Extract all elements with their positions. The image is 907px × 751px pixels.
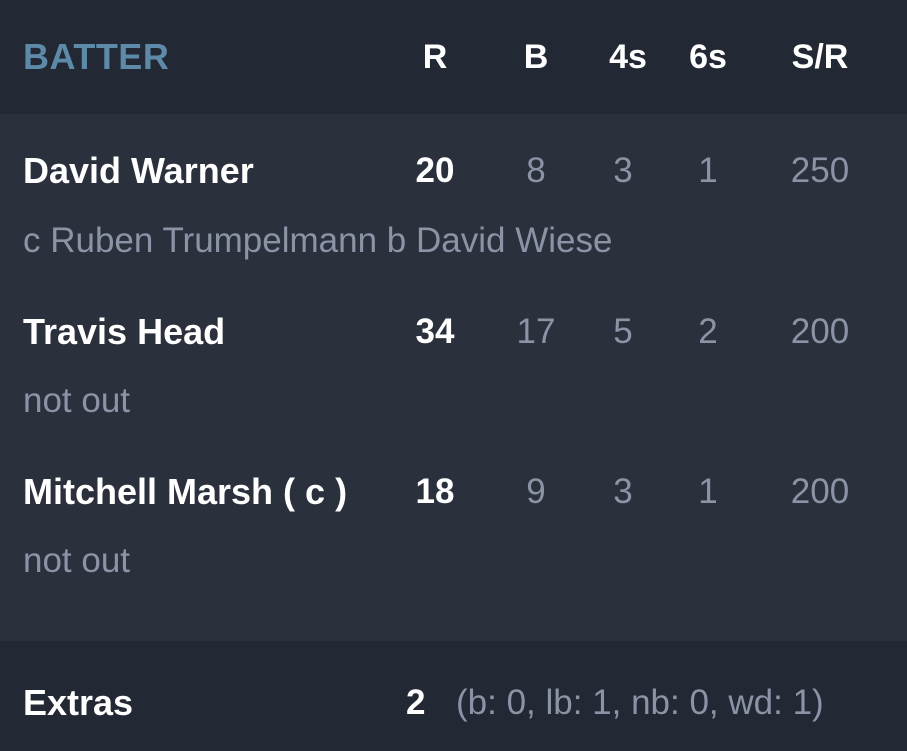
batter-dismissal: not out bbox=[23, 541, 131, 580]
batter-name[interactable]: Travis Head bbox=[23, 311, 226, 352]
batter-balls: 8 bbox=[526, 151, 546, 190]
batter-fours: 3 bbox=[613, 151, 633, 190]
batter-name[interactable]: Mitchell Marsh ( c ) bbox=[23, 471, 348, 512]
batter-fours: 3 bbox=[613, 472, 633, 511]
sixes-column-header: 6s bbox=[689, 38, 727, 76]
batter-strike-rate: 200 bbox=[790, 312, 850, 351]
batter-strike-rate: 200 bbox=[790, 472, 850, 511]
batter-dismissal: not out bbox=[23, 381, 131, 420]
batter-runs: 34 bbox=[415, 312, 455, 351]
batter-fours: 5 bbox=[613, 312, 633, 351]
batter-runs: 18 bbox=[415, 472, 455, 511]
batter-strike-rate: 250 bbox=[790, 151, 850, 190]
runs-column-header: R bbox=[422, 38, 448, 76]
fours-column-header: 4s bbox=[609, 38, 647, 76]
extras-total: 2 bbox=[406, 683, 426, 722]
batter-column-title: BATTER bbox=[23, 36, 170, 77]
batter-sixes: 1 bbox=[698, 151, 718, 190]
scorecard-header: BATTER R B 4s 6s S/R bbox=[0, 0, 907, 114]
batter-sixes: 2 bbox=[698, 312, 718, 351]
extras-label: Extras bbox=[23, 682, 134, 723]
balls-column-header: B bbox=[523, 38, 549, 76]
batter-name[interactable]: David Warner bbox=[23, 150, 254, 191]
batter-balls: 9 bbox=[526, 472, 546, 511]
batter-dismissal: c Ruben Trumpelmann b David Wiese bbox=[23, 221, 613, 260]
batter-sixes: 1 bbox=[698, 472, 718, 511]
strike-rate-column-header: S/R bbox=[791, 38, 849, 76]
batter-runs: 20 bbox=[415, 151, 455, 190]
extras-footer bbox=[0, 641, 907, 751]
batter-balls: 17 bbox=[516, 312, 556, 351]
extras-breakdown: (b: 0, lb: 1, nb: 0, wd: 1) bbox=[456, 683, 824, 722]
